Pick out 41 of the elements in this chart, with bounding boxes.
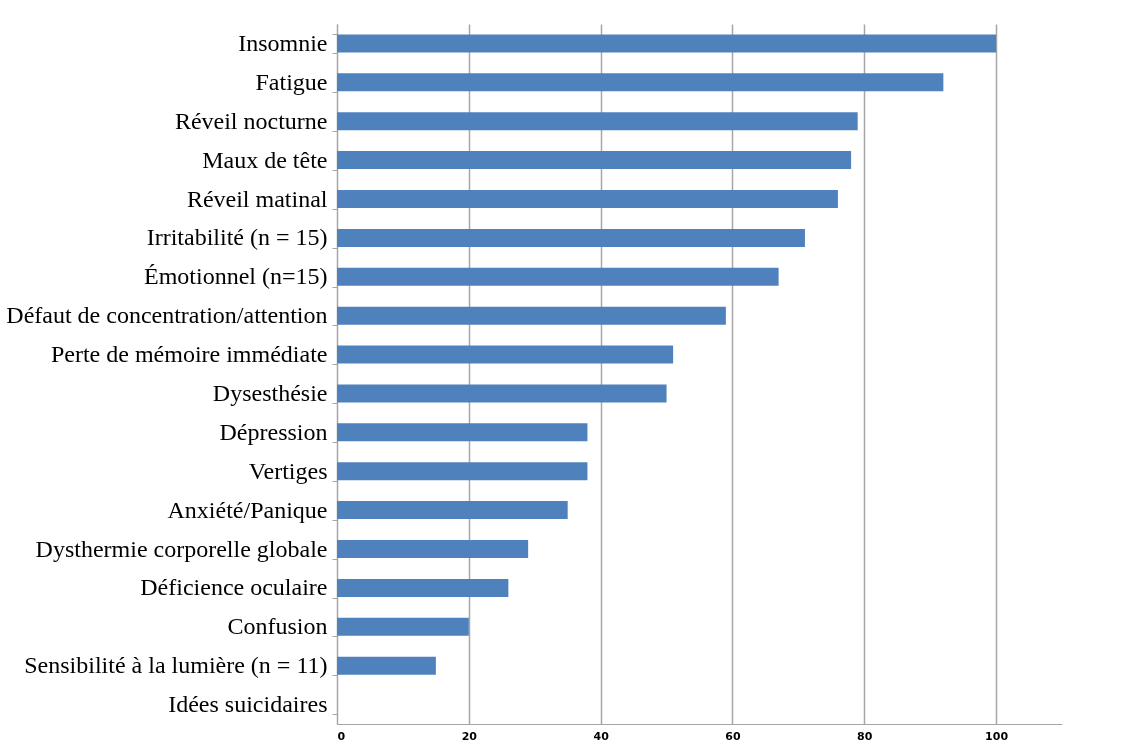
bar: [337, 384, 667, 403]
y-tick-label: Idées suicidaires: [168, 691, 328, 718]
x-tick-label: 0: [337, 729, 346, 743]
bar: [337, 112, 858, 131]
bar: [337, 34, 997, 53]
x-tick-label: 20: [461, 729, 478, 743]
y-tick-label: Dysesthésie: [212, 379, 328, 406]
bar: [337, 267, 779, 286]
y-tick-label: Dépression: [219, 418, 328, 445]
y-tick-label: Irritabilité (n = 15): [146, 224, 328, 251]
y-tick-label: Confusion: [227, 613, 328, 640]
y-tick-label: Insomnie: [238, 29, 328, 56]
y-tick-label: Sensibilité à la lumière (n = 11): [24, 652, 328, 679]
y-tick-label: Déficience oculaire: [140, 574, 328, 601]
bar: [337, 190, 838, 208]
bar: [337, 501, 568, 520]
y-tick-label: Maux de tête: [202, 146, 328, 173]
y-tick-label: Vertiges: [248, 457, 328, 484]
y-tick-label: Émotionnel (n=15): [143, 263, 328, 290]
y-tick-label: Réveil nocturne: [174, 107, 328, 134]
x-tick-label: 100: [985, 729, 1009, 743]
x-tick-label: 40: [593, 729, 610, 743]
bar: [337, 345, 674, 364]
bar: [337, 578, 509, 597]
bar: [337, 306, 726, 325]
bar: [337, 462, 588, 481]
bar: [337, 617, 469, 636]
x-tick-label: 80: [857, 729, 873, 743]
y-tick-label: Réveil matinal: [186, 185, 328, 212]
y-tick-label: Perte de mémoire immédiate: [50, 341, 328, 368]
bar: [337, 423, 588, 442]
bar: [337, 228, 805, 247]
bar: [337, 151, 852, 170]
bar: [337, 656, 436, 675]
y-tick-label: Fatigue: [255, 68, 328, 95]
y-tick-label: Défaut de concentration/attention: [6, 302, 328, 329]
bar: [337, 73, 944, 92]
x-tick-label: 60: [725, 729, 741, 743]
y-tick-label: Anxiété/Panique: [167, 496, 328, 523]
y-tick-label: Dysthermie corporelle globale: [35, 535, 328, 562]
bar: [337, 540, 529, 558]
